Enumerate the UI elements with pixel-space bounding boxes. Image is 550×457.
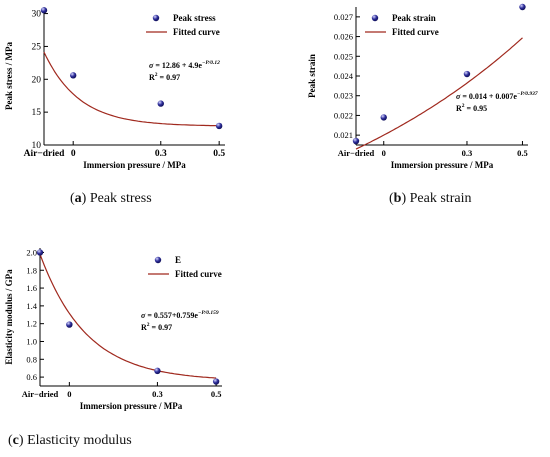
y-tick-label: 0.024 — [334, 71, 354, 81]
y-tick-label: 30 — [32, 10, 42, 20]
y-tick-label: 0.023 — [334, 91, 353, 101]
caption-a: (a) Peak stress — [70, 191, 152, 206]
x-tick-label: Air−dried — [22, 389, 59, 399]
data-point — [66, 321, 73, 328]
y-tick-label: 0.027 — [334, 12, 353, 22]
fit-equation: σ = 12.86 + 4.9e−P/0.12 — [149, 60, 220, 70]
y-axis-title: Peak strain — [307, 54, 317, 98]
legend-marker — [152, 14, 160, 22]
legend-label-points: Peak strain — [392, 13, 436, 23]
data-point — [69, 72, 77, 79]
fit-equation: σ = 0.014 + 0.007e−P/0.937 — [456, 91, 538, 101]
fitted-curve — [43, 51, 220, 127]
y-axis-title: Peak stress / MPa — [4, 41, 14, 110]
x-tick-label: 0.5 — [517, 148, 528, 158]
x-axis-title: Immersion pressure / MPa — [83, 160, 186, 170]
y-tick-label: 0.6 — [26, 372, 37, 382]
fitted-curve — [355, 37, 523, 150]
y-tick-label: 10 — [32, 141, 42, 151]
caption-b: (b) Peak strain — [389, 191, 472, 206]
y-axis-title: Elasticity modulus / GPa — [4, 269, 14, 365]
fit-r-squared: R2 = 0.97 — [141, 322, 172, 332]
caption-c: (c) Elasticity modulus — [8, 433, 132, 448]
x-tick-label: 0.3 — [152, 389, 163, 399]
data-point — [463, 70, 471, 78]
legend-marker — [154, 256, 162, 264]
y-tick-label: 1.2 — [26, 319, 37, 329]
x-tick-label: 0.5 — [211, 389, 222, 399]
y-tick-label: 2.0 — [26, 247, 37, 257]
data-point — [40, 7, 48, 14]
y-tick-label: 15 — [32, 108, 42, 118]
data-point — [352, 137, 360, 145]
x-tick-label: Air−dried — [24, 149, 65, 159]
y-tick-label: 1.0 — [26, 336, 37, 346]
y-tick-label: 25 — [32, 42, 42, 52]
legend-label-curve: Fitted curve — [392, 27, 439, 37]
x-tick-label: 0.3 — [155, 149, 167, 159]
fit-equation: σ = 0.557+0.759e−P/0.159 — [141, 310, 219, 320]
chart-c: 0.6 0.8 1.0 1.2 1.4 1.6 1.8 2.0 Air−dried 0 0.3 0.5… — [4, 247, 222, 411]
y-tick-label: 1.8 — [26, 265, 37, 275]
legend: Peak stress Fitted curve — [146, 13, 220, 37]
fitted-curve — [39, 253, 217, 379]
x-tick-label: Air−dried — [338, 148, 375, 158]
y-tick-label: 1.6 — [26, 283, 37, 293]
x-axis-title: Immersion pressure / MPa — [80, 401, 183, 411]
data-point — [36, 249, 44, 256]
x-tick-label: 0 — [382, 148, 386, 158]
y-tick-label: 20 — [32, 75, 42, 85]
legend-label-points: E — [175, 255, 181, 265]
y-tick-label: 0.8 — [26, 354, 37, 364]
fit-r-squared: R2 = 0.95 — [456, 103, 487, 113]
legend: E Fitted curve — [148, 255, 222, 279]
y-tick-label: 1.4 — [26, 301, 37, 311]
data-point — [157, 100, 164, 107]
chart-a: 10 15 20 25 30 Air−dried 0 0.3 0.5 Immersion pres… — [4, 7, 225, 170]
x-tick-label: 0.3 — [462, 148, 473, 158]
legend-label-points: Peak stress — [173, 13, 216, 23]
data-point — [519, 3, 526, 11]
data-point — [212, 378, 220, 385]
legend-label-curve: Fitted curve — [173, 27, 220, 37]
legend-marker — [371, 14, 379, 22]
y-tick-label: 0.026 — [334, 32, 353, 42]
data-point — [154, 367, 161, 375]
legend-label-curve: Fitted curve — [175, 269, 222, 279]
x-tick-label: 0 — [67, 389, 71, 399]
data-point — [215, 122, 223, 130]
chart-b: 0.021 0.022 0.023 0.024 0.025 0.026 0.027 Air−d… — [307, 3, 538, 170]
y-tick-label: 0.022 — [334, 110, 353, 120]
x-tick-label: 0.5 — [213, 149, 225, 159]
x-tick-label: 0 — [71, 149, 76, 159]
x-axis-title: Immersion pressure / MPa — [391, 160, 494, 170]
y-tick-label: 0.021 — [334, 130, 353, 140]
legend: Peak strain Fitted curve — [365, 13, 439, 37]
data-point — [380, 114, 387, 121]
fit-r-squared: R2 = 0.97 — [149, 72, 180, 82]
y-tick-label: 0.025 — [334, 51, 353, 61]
